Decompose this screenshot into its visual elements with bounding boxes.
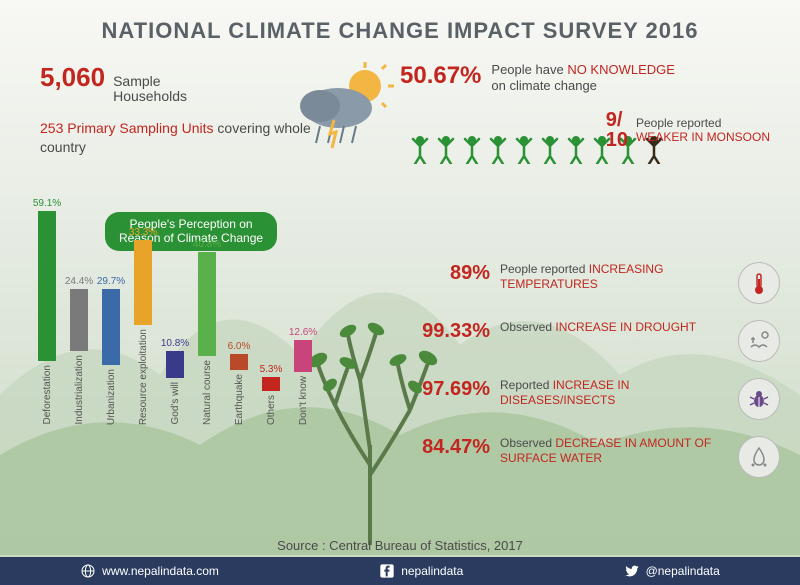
bar-don-t-know: 12.6%Don't know [291, 327, 315, 425]
facebook-icon [379, 563, 395, 579]
footer-facebook[interactable]: nepalindata [379, 563, 463, 579]
sample-label: SampleHouseholds [113, 74, 187, 105]
footer-website[interactable]: www.nepalindata.com [80, 563, 219, 579]
thermometer-icon [738, 262, 780, 304]
drought-icon [738, 320, 780, 362]
stat-water: 84.47%Observed DECREASE IN AMOUNT OF SUR… [415, 436, 780, 478]
weather-icon [290, 58, 400, 168]
bar-deforestation: 59.1%Deforestation [35, 198, 59, 424]
stat-no-knowledge: 50.67% People have NO KNOWLEDGEon climat… [400, 62, 770, 95]
person-icon [486, 134, 510, 169]
person-icon [408, 134, 432, 169]
stat-thermometer: 89%People reported INCREASING TEMPERATUR… [415, 262, 780, 304]
bar-industrialization: 24.4%Industrialization [67, 276, 91, 424]
person-icon [564, 134, 588, 169]
bar-others: 5.3%Others [259, 364, 283, 424]
stat-monsoon: 9/10 People reportedWEAKER IN MONSOON [606, 110, 770, 150]
bar-urbanization: 29.7%Urbanization [99, 276, 123, 425]
bar-natural-course: 40.8%Natural course [195, 239, 219, 425]
source-text: Source : Central Bureau of Statistics, 2… [0, 538, 800, 553]
sample-number: 5,060 [40, 62, 105, 93]
stat-bug: 97.69%Reported INCREASE IN DISEASES/INSE… [415, 378, 780, 420]
bar-god-s-will: 10.8%God's will [163, 338, 187, 425]
bar-resource-exploitation: 33.3%Resource exploitation [131, 227, 155, 425]
person-icon [512, 134, 536, 169]
water-icon [738, 436, 780, 478]
stat-drought: 99.33%Observed INCREASE IN DROUGHT [415, 320, 780, 362]
globe-icon [80, 563, 96, 579]
page-title: NATIONAL CLIMATE CHANGE IMPACT SURVEY 20… [0, 18, 800, 44]
person-icon [460, 134, 484, 169]
person-icon [434, 134, 458, 169]
footer-twitter[interactable]: @nepalindata [624, 563, 720, 579]
footer-bar: www.nepalindata.com nepalindata @nepalin… [0, 557, 800, 585]
bar-chart: 59.1%Deforestation24.4%Industrialization… [35, 245, 355, 425]
twitter-icon [624, 563, 640, 579]
bug-icon [738, 378, 780, 420]
bar-earthquake: 6.0%Earthquake [227, 341, 251, 424]
person-icon [538, 134, 562, 169]
